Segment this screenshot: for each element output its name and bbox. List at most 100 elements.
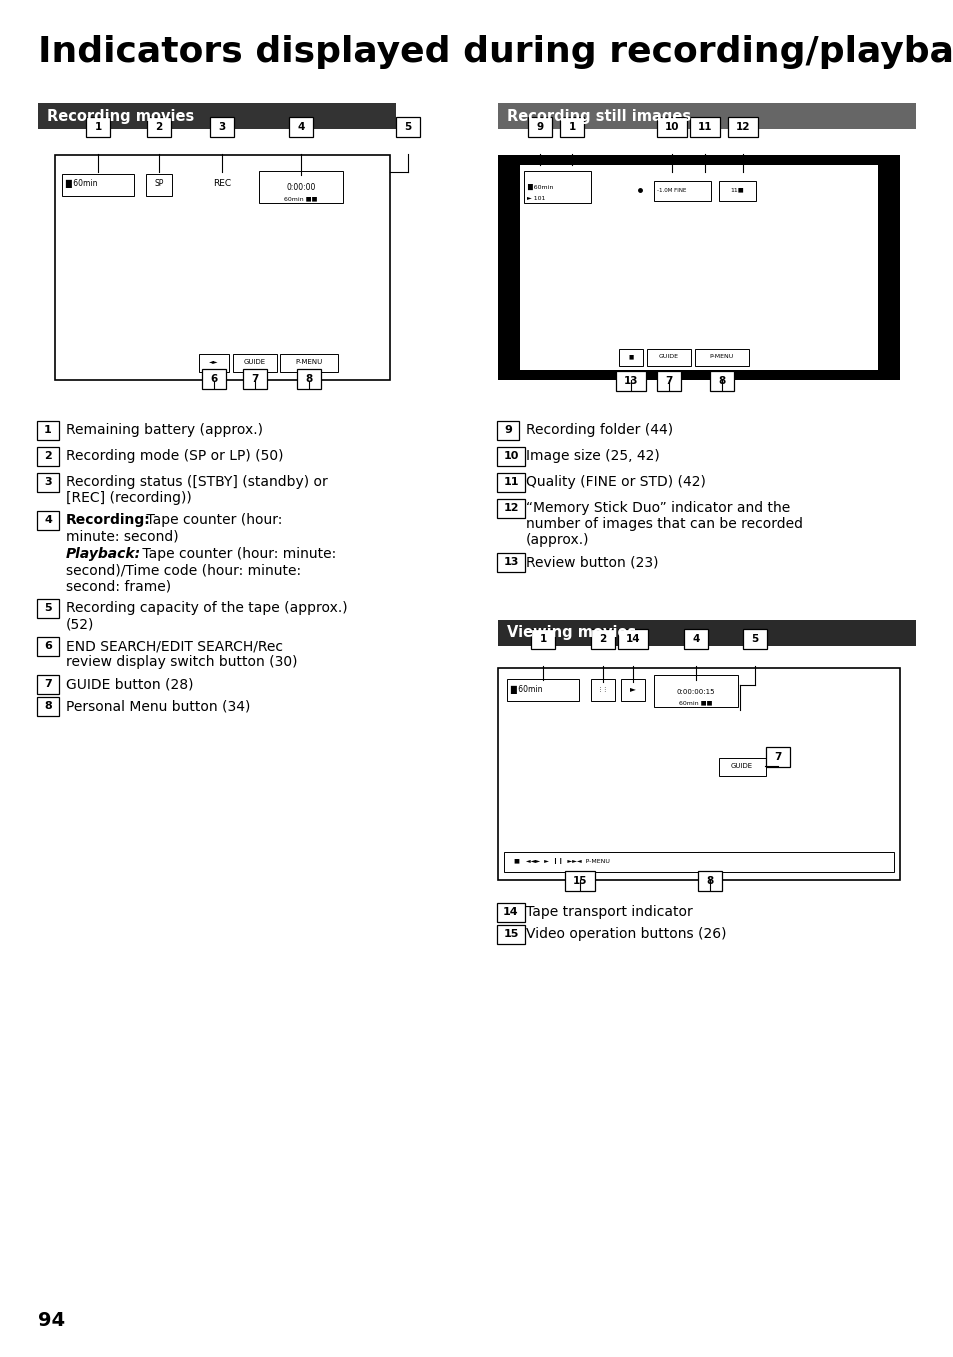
- Text: P-MENU: P-MENU: [295, 360, 322, 365]
- Text: 8: 8: [718, 376, 725, 385]
- Text: 0:00:00:15: 0:00:00:15: [676, 689, 715, 695]
- Text: ⋮⋮: ⋮⋮: [597, 687, 608, 692]
- Text: 12: 12: [503, 503, 518, 513]
- FancyBboxPatch shape: [590, 678, 615, 702]
- FancyBboxPatch shape: [646, 349, 690, 366]
- Bar: [38, 103, 395, 129]
- FancyBboxPatch shape: [199, 354, 229, 372]
- Bar: [497, 155, 899, 380]
- Text: Tape counter (hour:: Tape counter (hour:: [142, 513, 282, 527]
- Text: SP: SP: [154, 179, 164, 189]
- Text: 15: 15: [572, 877, 587, 886]
- FancyBboxPatch shape: [616, 370, 645, 391]
- Text: 4: 4: [692, 634, 699, 645]
- Text: 8: 8: [705, 877, 713, 886]
- Text: 2: 2: [44, 451, 51, 461]
- Text: 5: 5: [751, 634, 758, 645]
- Text: █ 60min: █ 60min: [526, 185, 553, 190]
- Text: REC: REC: [213, 179, 231, 189]
- Text: 7: 7: [774, 752, 781, 763]
- Text: Playback:: Playback:: [66, 547, 141, 560]
- Text: 7: 7: [664, 376, 672, 385]
- Text: ► 101: ► 101: [526, 195, 545, 201]
- Text: 3: 3: [44, 478, 51, 487]
- Bar: [519, 166, 877, 370]
- Text: number of images that can be recorded: number of images that can be recorded: [525, 517, 802, 531]
- Text: 11■: 11■: [729, 187, 743, 193]
- FancyBboxPatch shape: [258, 171, 343, 204]
- Text: 2: 2: [598, 634, 606, 645]
- FancyBboxPatch shape: [683, 630, 707, 649]
- FancyBboxPatch shape: [37, 636, 59, 655]
- Text: 8: 8: [305, 375, 313, 384]
- Text: Remaining battery (approx.): Remaining battery (approx.): [66, 423, 263, 437]
- FancyBboxPatch shape: [657, 370, 680, 391]
- FancyBboxPatch shape: [531, 630, 555, 649]
- Text: Recording:: Recording:: [66, 513, 151, 527]
- Text: █ 60min: █ 60min: [65, 179, 97, 189]
- Text: second: frame): second: frame): [66, 579, 171, 593]
- FancyBboxPatch shape: [289, 117, 313, 137]
- FancyBboxPatch shape: [497, 552, 524, 571]
- Text: (52): (52): [66, 617, 94, 631]
- FancyBboxPatch shape: [695, 349, 748, 366]
- FancyBboxPatch shape: [280, 354, 337, 372]
- FancyBboxPatch shape: [719, 759, 765, 776]
- FancyBboxPatch shape: [727, 117, 758, 137]
- Text: Recording movies: Recording movies: [47, 109, 194, 123]
- Text: 7: 7: [251, 375, 258, 384]
- Text: Recording status ([STBY] (standby) or: Recording status ([STBY] (standby) or: [66, 475, 328, 489]
- FancyBboxPatch shape: [590, 630, 615, 649]
- Text: Recording folder (44): Recording folder (44): [525, 423, 673, 437]
- Text: 1: 1: [568, 122, 575, 132]
- FancyBboxPatch shape: [37, 598, 59, 617]
- Text: ■   ◄◄►  ►  ❙❙  ►►◄  P-MENU: ■ ◄◄► ► ❙❙ ►►◄ P-MENU: [510, 858, 609, 864]
- Text: Tape counter (hour: minute:: Tape counter (hour: minute:: [138, 547, 335, 560]
- FancyBboxPatch shape: [689, 117, 720, 137]
- Text: 9: 9: [536, 122, 543, 132]
- Bar: [55, 155, 390, 380]
- Text: Video operation buttons (26): Video operation buttons (26): [525, 927, 726, 940]
- FancyBboxPatch shape: [243, 369, 267, 389]
- Text: 6: 6: [211, 375, 217, 384]
- FancyBboxPatch shape: [146, 174, 172, 195]
- Text: [REC] (recording)): [REC] (recording)): [66, 491, 192, 505]
- Text: 8: 8: [44, 702, 51, 711]
- Text: ►: ►: [629, 684, 636, 693]
- FancyBboxPatch shape: [527, 117, 552, 137]
- Text: GUIDE: GUIDE: [659, 354, 679, 360]
- Text: 11: 11: [697, 122, 712, 132]
- FancyBboxPatch shape: [233, 354, 276, 372]
- Text: GUIDE: GUIDE: [730, 763, 752, 769]
- Text: 60min ■■: 60min ■■: [284, 197, 317, 201]
- Text: Recording still images: Recording still images: [506, 109, 690, 123]
- Text: 60min ■■: 60min ■■: [679, 700, 712, 706]
- FancyBboxPatch shape: [742, 630, 766, 649]
- Text: second)/Time code (hour: minute:: second)/Time code (hour: minute:: [66, 563, 301, 577]
- FancyBboxPatch shape: [657, 117, 686, 137]
- Bar: [497, 620, 915, 646]
- Bar: [497, 668, 899, 879]
- Text: -1.0M FINE: -1.0M FINE: [657, 187, 685, 193]
- FancyBboxPatch shape: [37, 510, 59, 529]
- FancyBboxPatch shape: [765, 746, 789, 767]
- Text: minute: second): minute: second): [66, 529, 178, 543]
- Text: █ 60min: █ 60min: [510, 684, 542, 693]
- FancyBboxPatch shape: [698, 871, 721, 892]
- FancyBboxPatch shape: [395, 117, 419, 137]
- Text: 6: 6: [44, 641, 51, 651]
- Text: Image size (25, 42): Image size (25, 42): [525, 449, 659, 463]
- Text: 1: 1: [538, 634, 546, 645]
- Text: 12: 12: [735, 122, 749, 132]
- FancyBboxPatch shape: [719, 180, 755, 201]
- FancyBboxPatch shape: [620, 678, 644, 702]
- Text: ■: ■: [628, 354, 633, 360]
- Text: Review button (23): Review button (23): [525, 555, 658, 569]
- FancyBboxPatch shape: [37, 696, 59, 715]
- FancyBboxPatch shape: [37, 421, 59, 440]
- FancyBboxPatch shape: [559, 117, 583, 137]
- FancyBboxPatch shape: [709, 370, 733, 391]
- FancyBboxPatch shape: [497, 498, 524, 517]
- Text: Quality (FINE or STD) (42): Quality (FINE or STD) (42): [525, 475, 705, 489]
- Text: END SEARCH/EDIT SEARCH/Rec: END SEARCH/EDIT SEARCH/Rec: [66, 639, 283, 653]
